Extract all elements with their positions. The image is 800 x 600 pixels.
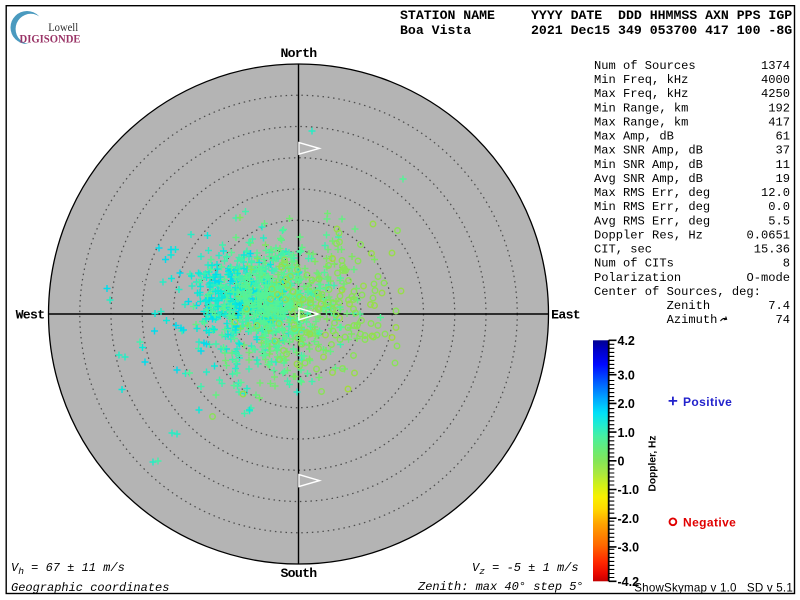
svg-text:Min RMS Err, deg: Min RMS Err, deg [594,200,710,214]
svg-text:-4.2: -4.2 [618,575,640,589]
svg-text:417: 417 [768,116,790,130]
svg-text:8: 8 [783,257,790,271]
svg-text:1374: 1374 [761,59,790,73]
svg-text:11: 11 [775,158,790,172]
svg-text:-1.0: -1.0 [618,483,640,497]
svg-text:Vz = -5 ± 1 m/s: Vz = -5 ± 1 m/s [472,561,579,577]
svg-text:74: 74 [775,313,790,327]
svg-text:Avg SNR Amp, dB: Avg SNR Amp, dB [594,172,703,186]
svg-text:Max Range, km: Max Range, km [594,116,688,130]
svg-text:Vh = 67 ± 11 m/s: Vh = 67 ± 11 m/s [11,561,125,577]
svg-text:192: 192 [768,101,790,115]
svg-text:North: North [280,46,317,61]
svg-text:Max RMS Err, deg: Max RMS Err, deg [594,186,710,200]
svg-text:Geographic coordinates: Geographic coordinates [11,581,169,595]
svg-text:Boa Vista: Boa Vista [400,23,471,38]
svg-text:CIT, sec: CIT, sec [594,243,652,257]
svg-text:19: 19 [775,172,790,186]
svg-text:STATION NAME: STATION NAME [400,8,495,23]
svg-text:0: 0 [618,455,625,469]
svg-text:Min Range, km: Min Range, km [594,101,688,115]
svg-text:4250: 4250 [761,87,790,101]
svg-text:2021 Dec15 349 053700 417 100: 2021 Dec15 349 053700 417 100 -8G [531,23,792,38]
svg-text:YYYY DATE DDD HHMMSS AXN PPS: YYYY DATE DDD HHMMSS AXN PPS IGP [531,8,792,23]
svg-text:Min Freq, kHz: Min Freq, kHz [594,73,688,87]
svg-text:Max Freq, kHz: Max Freq, kHz [594,87,688,101]
svg-text:Positive: Positive [683,395,732,409]
svg-text:South: South [280,566,317,581]
svg-text:DIGISONDE: DIGISONDE [20,32,81,46]
svg-text:Min SNR Amp, dB: Min SNR Amp, dB [594,158,703,172]
svg-text:Center of Sources, deg:: Center of Sources, deg: [594,285,761,299]
svg-text:15.36: 15.36 [754,243,790,257]
svg-text:0.0651: 0.0651 [746,228,790,242]
svg-text:Azimuth: Azimuth [594,313,717,327]
svg-text:East: East [551,307,580,322]
svg-text:1.0: 1.0 [618,426,635,440]
svg-text:Avg RMS Err, deg: Avg RMS Err, deg [594,214,710,228]
svg-text:5.5: 5.5 [768,214,790,228]
svg-text:Lowell: Lowell [48,22,78,34]
svg-text:Max SNR Amp, dB: Max SNR Amp, dB [594,144,703,158]
svg-text:0.0: 0.0 [768,200,790,214]
svg-text:3.0: 3.0 [618,368,635,382]
svg-text:37: 37 [775,144,790,158]
svg-text:ShowSkymap v 1.0 SD v 5.1: ShowSkymap v 1.0 SD v 5.1 [634,582,793,595]
svg-text:West: West [16,307,45,322]
svg-text:Max Amp, dB: Max Amp, dB [594,130,674,144]
svg-text:O-mode: O-mode [746,271,790,285]
svg-text:4000: 4000 [761,73,790,87]
svg-text:Negative: Negative [683,516,736,530]
svg-text:Num of Sources: Num of Sources [594,59,696,73]
svg-text:Num of CITs: Num of CITs [594,257,674,271]
svg-text:4.2: 4.2 [618,334,635,348]
svg-text:Zenith: Zenith [594,299,710,313]
svg-text:Polarization: Polarization [594,271,681,285]
svg-text:61: 61 [775,130,790,144]
svg-text:Doppler Res, Hz: Doppler Res, Hz [594,228,703,242]
svg-text:-3.0: -3.0 [618,541,640,555]
svg-text:Doppler, Hz: Doppler, Hz [648,435,659,491]
svg-text:-2.0: -2.0 [618,512,640,526]
svg-text:7.4: 7.4 [768,299,790,313]
svg-text:Zenith: max 40° step 5°: Zenith: max 40° step 5° [417,580,584,594]
svg-text:12.0: 12.0 [761,186,790,200]
svg-text:2.0: 2.0 [618,397,635,411]
